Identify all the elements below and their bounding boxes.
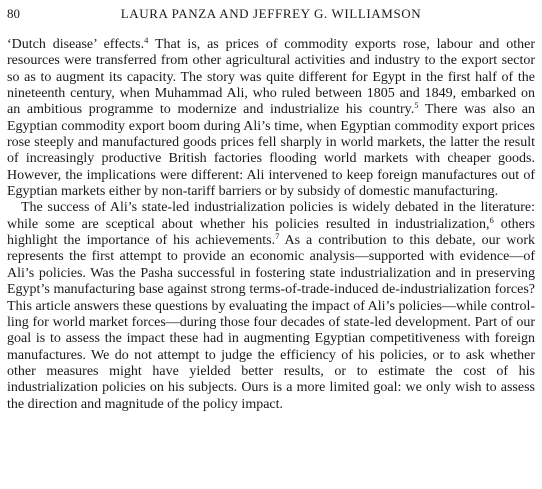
footnote-ref: 7 (275, 231, 280, 242)
text-run: As a contribu­tion to this debate, our w… (7, 233, 535, 412)
footnote-ref: 4 (144, 35, 149, 45)
footnote-ref: 6 (489, 214, 494, 225)
page-header: 80 LAURA PANZA AND JEFFREY G. WILLIAMSON (7, 6, 535, 26)
text-run: The success of Ali’s state-led industria… (7, 200, 535, 232)
page-number: 80 (7, 6, 20, 21)
text-run: There was also an Egyptian commodity exp… (7, 102, 535, 200)
text-run: ‘Dutch disease’ effects. (7, 37, 145, 52)
running-head: LAURA PANZA AND JEFFREY G. WILLIAMSON (120, 6, 422, 21)
body-text: ‘Dutch disease’ effects.4 That is, as pr… (7, 35, 535, 413)
paragraph: ‘Dutch disease’ effects.4 That is, as pr… (7, 35, 535, 200)
text-run: That is, as prices of commodity exports … (7, 37, 535, 118)
paragraph: The success of Ali’s state-led industria… (7, 200, 535, 412)
text-run: others highlight the importance of his a… (7, 216, 535, 249)
footnote-ref: 5 (414, 100, 419, 111)
